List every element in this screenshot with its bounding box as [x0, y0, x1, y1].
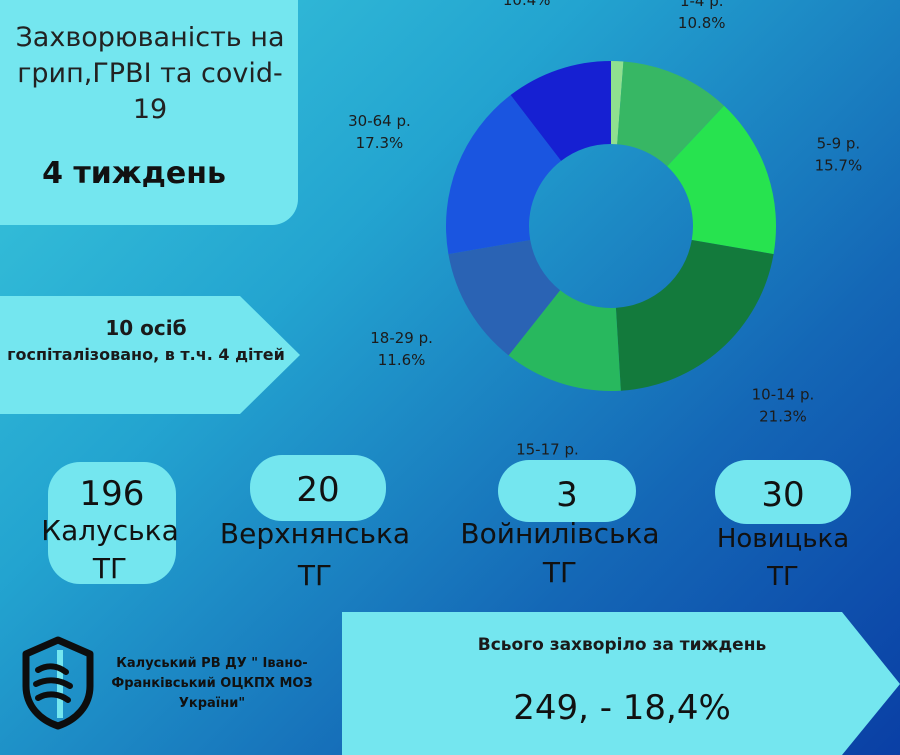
- community-name-voinyliv: Войнилівська: [460, 517, 660, 550]
- slice-category-label-5: 18-29 р.: [370, 329, 433, 347]
- page-title: Захворюваність на грип,ГРВІ та covid-19: [15, 22, 285, 125]
- donut-slice-5: [448, 239, 561, 356]
- donut-slice-0: [611, 61, 624, 145]
- hospitalized-banner: 10 осіб госпіталізовано, в т.ч. 4 дітей: [0, 296, 300, 414]
- community-value-novytsia: 30: [761, 475, 805, 515]
- age-donut-chart: 0-1 р.1.2%1-4 р.10.8%5-9 р.15.7%10-14 р.…: [348, 0, 863, 459]
- community-suffix-verkhnia: ТГ: [297, 559, 333, 592]
- slice-value-label-6: 17.3%: [356, 134, 404, 152]
- community-suffix-kalush: ТГ: [92, 552, 128, 585]
- slice-value-label-3: 21.3%: [759, 408, 807, 426]
- slice-category-label-1: 1-4 р.: [680, 0, 724, 10]
- donut-slice-4: [508, 290, 621, 392]
- donut-slice-3: [615, 239, 774, 391]
- hospitalized-details: госпіталізовано, в т.ч. 4 дітей: [7, 345, 285, 364]
- slice-category-label-3: 10-14 р.: [752, 386, 815, 404]
- slice-value-label-5: 11.6%: [378, 351, 426, 369]
- hospitalized-count: 10 осіб: [105, 316, 187, 340]
- community-pill-verkhnia: [250, 455, 386, 521]
- slice-category-label-4: 15-17 р.: [516, 441, 579, 459]
- community-name-verkhnia: Верхнянська: [219, 517, 411, 550]
- community-name-kalush: Калуська: [41, 514, 179, 547]
- community-pill-novytsia: [715, 460, 851, 524]
- organization-logo-icon: [22, 636, 94, 730]
- donut-slice-6: [446, 95, 562, 255]
- total-label: Всього захворіло за тиждень: [477, 635, 767, 655]
- community-value-verkhnia: 20: [296, 470, 340, 510]
- donut-slice-7: [510, 61, 611, 161]
- community-name-novytsia: Новицька: [716, 524, 850, 554]
- title-card: Захворюваність на грип,ГРВІ та covid-19 …: [0, 0, 298, 225]
- community-suffix-voinyliv: ТГ: [542, 556, 578, 589]
- community-pill-voinyliv: [498, 460, 636, 522]
- community-value-kalush: 196: [79, 474, 145, 514]
- slice-category-label-6: 30-64 р.: [348, 112, 411, 130]
- total-banner: Всього захворіло за тиждень 249, - 18,4%: [342, 612, 900, 755]
- slice-value-label-1: 10.8%: [678, 14, 726, 32]
- community-value-voinyliv: 3: [556, 475, 578, 515]
- hospitalized-text: 10 осіб госпіталізовано, в т.ч. 4 дітей: [6, 314, 286, 368]
- slice-value-label-2: 15.7%: [815, 157, 863, 175]
- donut-slice-2: [667, 105, 776, 255]
- community-suffix-novytsia: ТГ: [767, 562, 799, 592]
- slice-category-label-2: 5-9 р.: [817, 135, 861, 153]
- community-pill-kalush: [48, 462, 176, 584]
- total-value: 249, - 18,4%: [513, 688, 731, 728]
- week-label: 4 тиждень: [42, 156, 226, 191]
- organization-name: Калуський РВ ДУ " Івано-Франківський ОЦК…: [111, 656, 313, 711]
- donut-slice-1: [617, 61, 725, 167]
- slice-value-label-7: 10.4%: [503, 0, 551, 9]
